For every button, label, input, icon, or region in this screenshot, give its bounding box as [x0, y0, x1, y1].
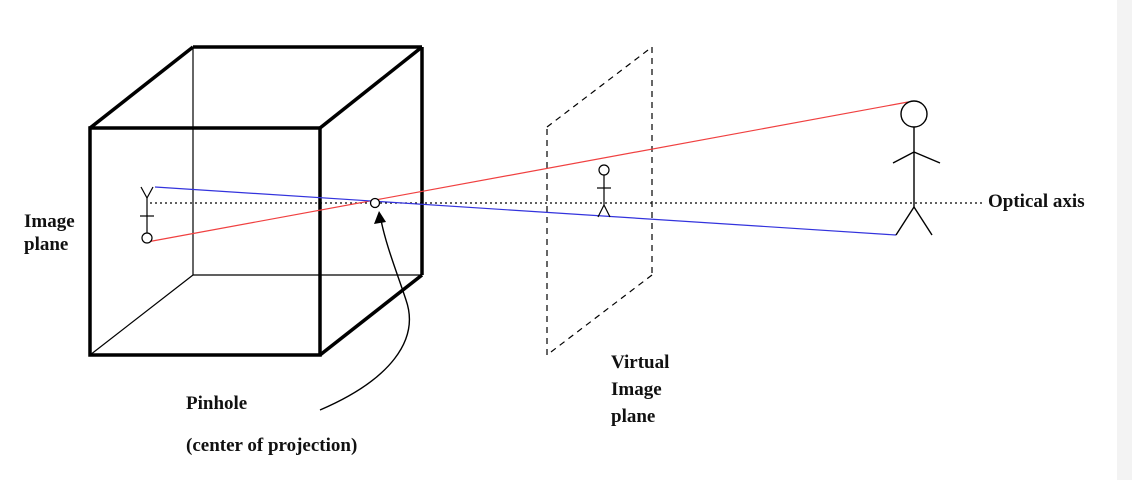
- camera-box: [88, 45, 424, 357]
- right-margin-strip: [1117, 0, 1132, 480]
- virtual-image-plane: [546, 46, 653, 356]
- pinhole-point: [369, 197, 381, 209]
- camera-box-back-face: [89, 47, 422, 356]
- pinhole-pointer-arrowhead: [374, 211, 386, 224]
- virtual-image-plane-label: Virtual Image plane: [611, 352, 670, 427]
- image-plane-label: Image plane: [24, 211, 75, 255]
- pinhole-label: Pinhole: [186, 393, 248, 414]
- inverted-figure: [140, 186, 154, 244]
- camera-box-front-face: [88, 126, 322, 357]
- virtual-image-figure: [597, 164, 611, 218]
- optical-axis-label: Optical axis: [988, 191, 1085, 212]
- object-figure: [892, 100, 941, 236]
- pinhole-pointer-arrow: [319, 219, 411, 411]
- red-ray: [146, 101, 909, 243]
- blue-ray: [154, 186, 897, 236]
- center-of-projection-label: (center of projection): [186, 435, 358, 456]
